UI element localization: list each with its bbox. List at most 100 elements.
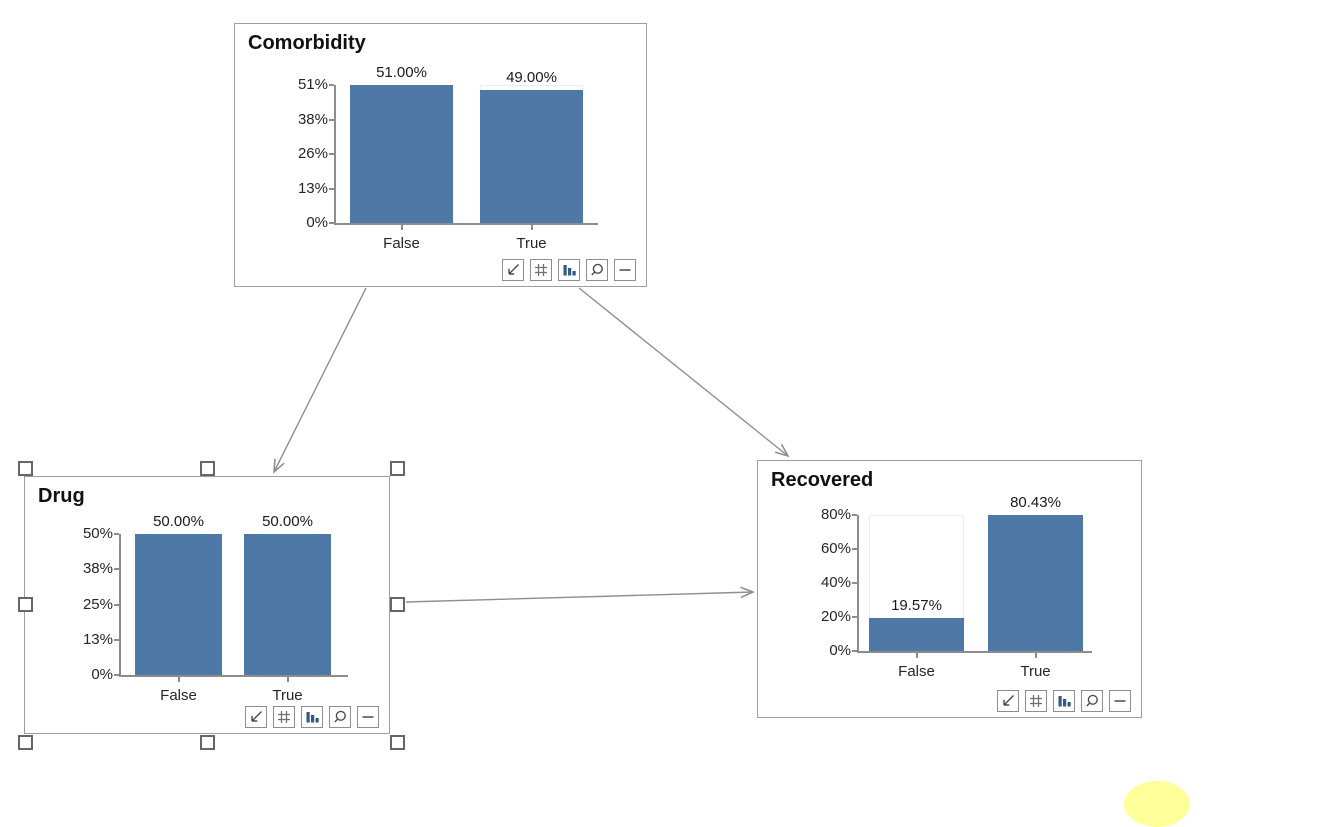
selection-handle-mid-left[interactable] — [17, 596, 33, 612]
x-axis — [857, 651, 1092, 653]
y-tick-mark — [852, 514, 857, 516]
x-axis — [334, 223, 598, 225]
selection-handle-top-right[interactable] — [389, 460, 405, 476]
selection-handle-bottom-left[interactable] — [17, 734, 33, 750]
resize-button[interactable] — [245, 706, 267, 728]
y-tick-mark — [329, 187, 334, 190]
probability-bar[interactable] — [480, 90, 583, 223]
table-button[interactable] — [530, 259, 552, 281]
probability-bar[interactable] — [350, 85, 453, 223]
y-tick-label: 60% — [820, 540, 851, 557]
x-axis — [119, 675, 348, 677]
resize-button[interactable] — [502, 259, 524, 281]
edge-drug-recovered[interactable] — [405, 586, 756, 603]
y-tick-mark — [852, 582, 857, 584]
chart-button[interactable] — [1053, 690, 1075, 712]
edge-comorbidity-drug[interactable] — [273, 287, 367, 474]
node-toolbar — [245, 706, 379, 728]
y-tick-label: 38% — [82, 560, 113, 578]
chart-button[interactable] — [558, 259, 580, 281]
y-tick-label: 13% — [297, 179, 328, 197]
y-tick-label: 26% — [297, 145, 328, 162]
resize-button[interactable] — [997, 690, 1019, 712]
category-label: True — [272, 687, 303, 704]
grid-icon — [535, 264, 547, 276]
node-toolbar — [997, 690, 1131, 712]
table-button[interactable] — [273, 706, 295, 728]
collapse-button[interactable] — [614, 259, 636, 281]
node-chart: 0% 13% 26% 38% 51% 51.00% False 49.00% True — [235, 24, 646, 286]
y-axis — [857, 515, 859, 651]
y-tick-label: 40% — [820, 574, 851, 591]
y-tick-label: 38% — [297, 110, 328, 128]
selection-handle-bottom-right[interactable] — [389, 734, 405, 750]
y-tick-mark — [852, 616, 857, 618]
node-chart: 0% 20% 40% 60% 80% 19.57% False 80.43% True — [758, 461, 1141, 717]
bar-chart-icon — [306, 712, 319, 723]
collapse-button[interactable] — [357, 706, 379, 728]
probability-bar[interactable] — [135, 534, 222, 675]
category-label: True — [516, 235, 547, 252]
bar-value-label: 19.57% — [891, 597, 942, 614]
edge-comorbidity-recovered[interactable] — [578, 287, 790, 458]
zoom-button[interactable] — [329, 706, 351, 728]
y-tick-mark — [114, 603, 119, 606]
y-tick-label: 51% — [297, 76, 328, 93]
minus-icon — [619, 269, 631, 271]
chart-button[interactable] — [301, 706, 323, 728]
y-tick-label: 0% — [829, 642, 851, 659]
bar-chart-icon — [1058, 696, 1071, 707]
zoom-button[interactable] — [1081, 690, 1103, 712]
y-tick-mark — [852, 650, 857, 652]
y-tick-mark — [114, 568, 119, 571]
node-toolbar — [502, 259, 636, 281]
bar-value-label: 51.00% — [376, 64, 427, 81]
category-label: False — [898, 663, 935, 680]
diagonal-arrow-icon — [508, 264, 519, 275]
selection-handle-top-left[interactable] — [17, 460, 33, 476]
y-tick-label: 80% — [820, 506, 851, 523]
node-comorbidity[interactable]: Comorbidity 0% 13% 26% 38% 51% 51.00% False 49.… — [234, 23, 647, 287]
zoom-button[interactable] — [586, 259, 608, 281]
probability-bar[interactable] — [988, 515, 1083, 651]
y-axis — [334, 85, 336, 223]
y-tick-label: 50% — [82, 525, 113, 542]
note-ellipse[interactable] — [1124, 781, 1190, 827]
diagonal-arrow-icon — [251, 711, 262, 722]
y-axis — [119, 534, 121, 675]
diagonal-arrow-icon — [1003, 695, 1014, 706]
y-tick-mark — [114, 638, 119, 641]
x-tick-mark — [400, 225, 403, 230]
node-chart: 0% 13% 25% 38% 50% 50.00% False 50.00% True — [25, 477, 389, 733]
y-tick-label: 20% — [820, 608, 851, 625]
y-tick-mark — [114, 533, 119, 535]
y-tick-mark — [329, 118, 334, 121]
x-tick-mark — [177, 677, 180, 682]
node-drug[interactable]: Drug 0% 13% 25% 38% 50% 50.00% False 50.00% True — [24, 476, 390, 734]
selection-handle-top-center[interactable] — [199, 460, 215, 476]
table-button[interactable] — [1025, 690, 1047, 712]
grid-icon — [278, 711, 290, 723]
node-title: Comorbidity — [248, 32, 366, 54]
y-tick-label: 0% — [306, 214, 328, 231]
magnifier-icon — [591, 263, 603, 276]
selection-handle-bottom-center[interactable] — [199, 734, 215, 750]
y-tick-mark — [329, 153, 334, 155]
category-label: False — [160, 687, 197, 704]
node-recovered[interactable]: Recovered 0% 20% 40% 60% 80% 19.57% False 80.43… — [757, 460, 1142, 718]
probability-bar[interactable] — [869, 618, 964, 651]
y-tick-mark — [329, 222, 334, 224]
bar-value-label: 49.00% — [506, 69, 557, 86]
minus-icon — [362, 716, 374, 718]
x-tick-mark — [915, 653, 918, 658]
collapse-button[interactable] — [1109, 690, 1131, 712]
minus-icon — [1114, 700, 1126, 702]
selection-handle-mid-right[interactable] — [389, 596, 405, 612]
bar-value-label: 50.00% — [262, 513, 313, 530]
y-tick-label: 25% — [82, 595, 113, 613]
bar-chart-icon — [563, 265, 576, 276]
x-tick-mark — [530, 225, 533, 230]
probability-bar[interactable] — [244, 534, 331, 675]
bar-value-label: 50.00% — [153, 513, 204, 530]
